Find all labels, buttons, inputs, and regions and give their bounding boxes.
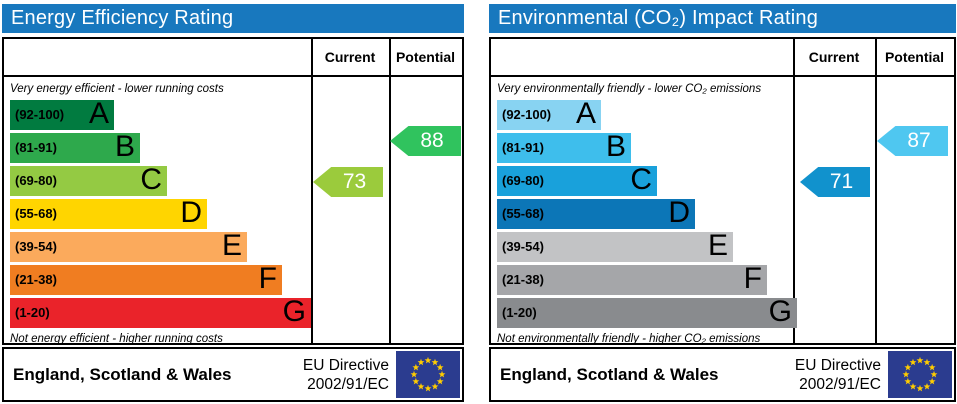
band-letter: G	[768, 295, 792, 328]
band-range-label: (92-100)	[502, 107, 552, 122]
current-column-divider	[793, 39, 795, 343]
top-note: Very energy efficient - lower running co…	[10, 83, 224, 95]
band-range-label: (92-100)	[15, 107, 65, 122]
bottom-note: Not energy efficient - higher running co…	[10, 333, 223, 345]
environmental-panel-title: Environmental (CO₂) Impact Rating	[489, 4, 956, 33]
energy-panel-title: Energy Efficiency Rating	[2, 4, 464, 33]
eu-directive-label: EU Directive 2002/91/EC	[795, 356, 888, 394]
band-letter: B	[114, 130, 135, 163]
band-letter: C	[140, 163, 162, 196]
eu-flag-icon	[396, 351, 460, 398]
band-row-b: (81-91) B	[497, 130, 631, 163]
region-label: England, Scotland & Wales	[13, 364, 232, 384]
band-letter: G	[282, 295, 306, 328]
band-row-d: (55-68) D	[10, 196, 207, 229]
top-note: Very environmentally friendly - lower CO…	[497, 83, 762, 95]
band-row-b: (81-91) B	[10, 130, 140, 163]
eu-flag-icon	[888, 351, 952, 398]
band-row-e: (39-54) E	[497, 229, 733, 262]
band-list: (92-100) A (81-91) B (69-80) C (55-68) D (39-54)…	[4, 97, 462, 328]
eu-directive-label: EU Directive 2002/91/EC	[303, 356, 396, 394]
rating-scale-area: Very energy efficient - lower running co…	[4, 77, 462, 345]
band-letter: A	[575, 97, 596, 130]
eu-directive-line1: EU Directive	[794, 356, 881, 374]
band-letter: D	[180, 196, 202, 229]
current-rating-value: 73	[342, 170, 367, 193]
band-row-f: (21-38) F	[10, 262, 282, 295]
eu-directive-line2: 2002/91/EC	[307, 375, 389, 393]
table-header-row: Current Potential	[491, 39, 954, 77]
band-range-label: (55-68)	[502, 206, 544, 221]
potential-rating-value: 88	[420, 129, 444, 152]
energy-efficiency-panel: Energy Efficiency Rating Current Potenti…	[2, 4, 464, 402]
band-letter: A	[88, 97, 109, 130]
band-range-label: (1-20)	[15, 305, 50, 320]
band-range-label: (55-68)	[15, 206, 57, 221]
table-header-row: Current Potential	[4, 39, 462, 77]
current-column-header: Current	[808, 49, 860, 65]
current-column-divider	[311, 39, 313, 343]
band-row-e: (39-54) E	[10, 229, 247, 262]
potential-column-divider	[875, 39, 877, 343]
eu-directive-line1: EU Directive	[302, 356, 389, 374]
band-range-label: (69-80)	[502, 173, 544, 188]
panel-footer: England, Scotland & Wales EU Directive 2…	[489, 347, 956, 402]
potential-rating-value: 87	[907, 129, 931, 152]
rating-scale-area: Very environmentally friendly - lower CO…	[491, 77, 954, 345]
band-row-c: (69-80) C	[497, 163, 657, 196]
band-letter: F	[258, 262, 277, 295]
eu-directive-line2: 2002/91/EC	[799, 375, 881, 393]
band-row-d: (55-68) D	[497, 196, 695, 229]
band-letter: F	[743, 262, 762, 295]
band-range-label: (81-91)	[15, 140, 57, 155]
band-row-f: (21-38) F	[497, 262, 767, 295]
band-range-label: (81-91)	[502, 140, 544, 155]
environmental-rating-table: Current Potential Very environmentally f…	[489, 37, 956, 345]
environmental-impact-panel: Environmental (CO₂) Impact Rating Curren…	[489, 4, 956, 402]
potential-column-divider	[389, 39, 391, 343]
band-row-a: (92-100) A	[10, 97, 114, 130]
band-range-label: (69-80)	[15, 173, 57, 188]
region-label: England, Scotland & Wales	[500, 364, 719, 384]
band-range-label: (21-38)	[502, 272, 544, 287]
current-rating-value: 71	[829, 170, 854, 193]
band-letter: B	[605, 130, 626, 163]
bottom-note: Not environmentally friendly - higher CO…	[497, 333, 761, 345]
current-column-header: Current	[324, 49, 376, 65]
band-row-g: (1-20) G	[10, 295, 311, 328]
band-range-label: (1-20)	[502, 305, 537, 320]
band-list: (92-100) A (81-91) B (69-80) C (55-68) D (39-54)…	[491, 97, 954, 328]
band-letter: E	[221, 229, 242, 262]
band-letter: D	[668, 196, 690, 229]
band-row-c: (69-80) C	[10, 163, 167, 196]
panel-footer: England, Scotland & Wales EU Directive 2…	[2, 347, 464, 402]
band-range-label: (21-38)	[15, 272, 57, 287]
band-row-a: (92-100) A	[497, 97, 601, 130]
potential-column-header: Potential	[884, 49, 945, 65]
band-range-label: (39-54)	[502, 239, 544, 254]
band-row-g: (1-20) G	[497, 295, 797, 328]
band-range-label: (39-54)	[15, 239, 57, 254]
potential-column-header: Potential	[395, 49, 456, 65]
band-letter: E	[707, 229, 728, 262]
band-letter: C	[630, 163, 652, 196]
energy-rating-table: Current Potential Very energy efficient …	[2, 37, 464, 345]
